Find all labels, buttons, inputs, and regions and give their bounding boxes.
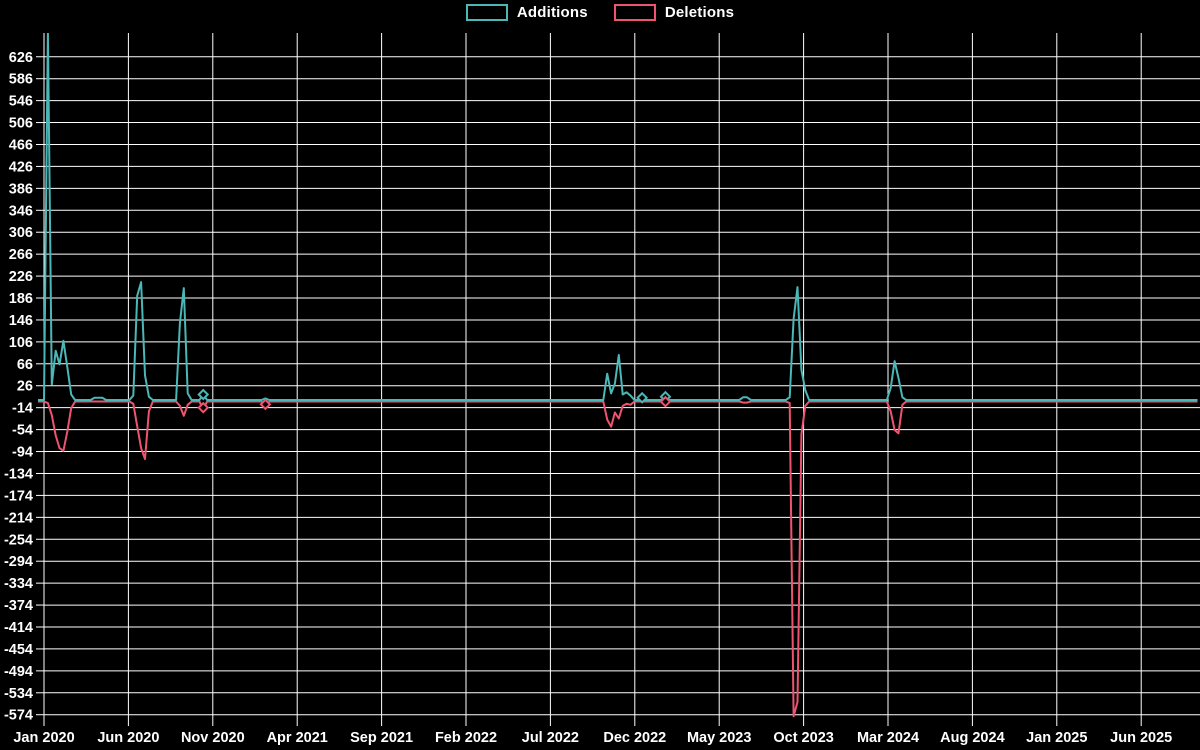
y-tick-label: -534 xyxy=(4,686,33,702)
x-tick-label: Jan 2020 xyxy=(13,730,74,746)
y-tick-label: -214 xyxy=(4,510,33,526)
y-tick-label: 146 xyxy=(9,313,33,329)
y-tick-label: 386 xyxy=(9,181,33,197)
x-tick-label: Jan 2025 xyxy=(1026,730,1087,746)
x-tick-label: Jul 2022 xyxy=(522,730,579,746)
y-tick-label: 226 xyxy=(9,269,33,285)
y-tick-label: 266 xyxy=(9,247,33,263)
y-tick-label: 26 xyxy=(17,379,33,395)
y-tick-label: -14 xyxy=(12,401,33,417)
deletions-swatch-icon xyxy=(613,4,656,21)
deletions-point-marker[interactable] xyxy=(659,395,672,408)
y-tick-label: 626 xyxy=(9,50,33,66)
x-tick-label: Nov 2020 xyxy=(181,730,245,746)
y-tick-label: -374 xyxy=(4,598,33,614)
additions-line[interactable] xyxy=(38,33,1198,401)
deletions-line[interactable] xyxy=(38,400,1198,718)
series-group[interactable] xyxy=(38,33,1198,718)
additions-point-marker[interactable] xyxy=(636,391,649,404)
x-tick-label: Jun 2025 xyxy=(1110,730,1172,746)
x-tick-label: Oct 2023 xyxy=(773,730,833,746)
legend-item-deletions[interactable]: Deletions xyxy=(613,4,735,21)
deletions-point-marker[interactable] xyxy=(259,398,272,411)
x-tick-label: Mar 2024 xyxy=(857,730,919,746)
y-tick-label: 106 xyxy=(9,335,33,351)
y-tick-label: -174 xyxy=(4,488,33,504)
y-tick-label: -94 xyxy=(12,445,33,461)
y-tick-label: 66 xyxy=(17,357,33,373)
y-tick-label: -254 xyxy=(4,532,33,548)
y-tick-label: -494 xyxy=(4,664,33,680)
y-tick-label: -454 xyxy=(4,642,33,658)
y-tick-label: -574 xyxy=(4,708,33,724)
y-tick-label: -414 xyxy=(4,620,33,636)
y-tick-label: 586 xyxy=(9,72,33,88)
y-tick-label: 466 xyxy=(9,137,33,153)
legend-label-deletions: Deletions xyxy=(664,4,735,21)
x-tick-label: Jun 2020 xyxy=(97,730,159,746)
deletions-point-marker[interactable] xyxy=(197,401,210,414)
y-tick-label: 306 xyxy=(9,225,33,241)
x-tick-label: Apr 2021 xyxy=(267,730,328,746)
additions-point-marker[interactable] xyxy=(197,388,210,401)
legend-label-additions: Additions xyxy=(516,4,588,21)
y-tick-label: 426 xyxy=(9,159,33,175)
legend-item-additions[interactable]: Additions xyxy=(465,4,588,21)
y-tick-label: -134 xyxy=(4,466,33,482)
x-tick-label: May 2023 xyxy=(687,730,752,746)
y-tick-label: -334 xyxy=(4,576,33,592)
y-tick-label: -54 xyxy=(12,423,33,439)
y-tick-label: 546 xyxy=(9,94,33,110)
y-tick-label: 186 xyxy=(9,291,33,307)
x-tick-label: Feb 2022 xyxy=(435,730,497,746)
y-tick-label: 506 xyxy=(9,116,33,132)
y-tick-label: 346 xyxy=(9,203,33,219)
x-tick-label: Dec 2022 xyxy=(603,730,666,746)
y-tick-label: -294 xyxy=(4,554,33,570)
chart-legend: Additions Deletions xyxy=(0,4,1200,21)
additions-swatch-icon xyxy=(465,4,508,21)
x-tick-label: Sep 2021 xyxy=(350,730,413,746)
x-tick-label: Aug 2024 xyxy=(940,730,1004,746)
